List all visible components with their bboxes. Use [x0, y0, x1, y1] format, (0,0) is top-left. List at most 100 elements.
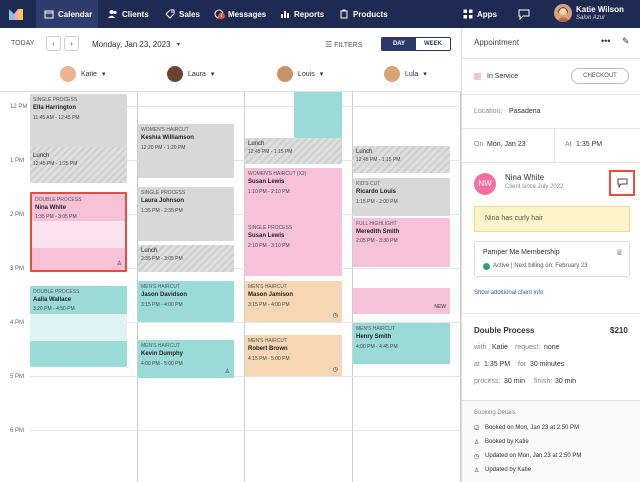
appointment-client: Ricardo Louis: [356, 189, 397, 195]
client-name[interactable]: Nina White: [505, 173, 545, 182]
membership-card[interactable]: Pamper Me Membership Active | Next billi…: [474, 241, 630, 277]
date-selector[interactable]: Monday, Jan 23, 2023: [92, 40, 171, 49]
duration-value[interactable]: 30 minutes: [530, 361, 565, 368]
app-logo-icon[interactable]: [8, 6, 24, 22]
appointment-block[interactable]: WOMEN'S HAIRCUT (x2) Susan Lewis 1:10 PM…: [245, 168, 342, 222]
top-nav: Calendar Clients Sales Messages 1 Report…: [0, 0, 640, 28]
appointment-block[interactable]: SINGLE PROCESS Susan Lewis 2:10 PM - 3:1…: [245, 222, 342, 276]
finish-value[interactable]: 30 min: [555, 378, 577, 385]
nav-products-label: Products: [353, 9, 388, 19]
booking-section: Booking Details ☑ Booked on Mon, Jan 23 …: [462, 400, 640, 482]
nav-apps[interactable]: Apps: [463, 0, 497, 28]
chat-bubble-icon: [617, 178, 627, 188]
lunch-block[interactable]: Lunch 2:35 PM - 3:05 PM: [138, 245, 234, 272]
panel-title: Appointment: [474, 38, 519, 47]
time-label: 12 PM: [10, 104, 28, 110]
request-value[interactable]: none: [544, 344, 560, 351]
user-avatar[interactable]: [554, 4, 572, 22]
with-value[interactable]: Katie: [492, 344, 508, 351]
lunch-block[interactable]: Lunch 12:45 PM - 1:15 PM: [245, 138, 342, 164]
date-value[interactable]: Mon, Jan 23: [487, 141, 526, 148]
appointment-client: Keshia Williamson: [141, 135, 194, 141]
time-value[interactable]: 1:35 PM: [576, 141, 603, 148]
staff-louis[interactable]: Louis ▾: [277, 66, 323, 82]
nav-sales-label: Sales: [179, 9, 200, 19]
location-value: Pasadena: [509, 108, 541, 115]
prev-day-button[interactable]: ‹: [46, 36, 61, 51]
staff-name: Katie: [81, 70, 97, 78]
start-time-value[interactable]: 1:35 PM: [484, 361, 511, 368]
process-value[interactable]: 30 min: [504, 378, 526, 385]
appointment-block[interactable]: MEN'S HAIRCUT Jason Davidson 3:15 PM - 4…: [138, 281, 234, 322]
next-day-button[interactable]: ›: [64, 36, 79, 51]
appointment-time: 2:10 PM - 3:10 PM: [248, 243, 290, 249]
filter-icon: ☰: [325, 40, 333, 49]
status-dot-icon: [474, 73, 481, 80]
time-column: 12 PM 1 PM 2 PM 3 PM 4 PM 5 PM 6 PM: [0, 92, 30, 482]
appointment-service: MEN'S HAIRCUT: [356, 326, 396, 332]
message-client-button[interactable]: [609, 170, 635, 196]
lunch-block[interactable]: Lunch 12:45 PM - 1:25 PM: [30, 147, 127, 183]
nav-calendar[interactable]: Calendar: [36, 0, 98, 28]
process-label: process:: [474, 378, 501, 385]
week-view-button[interactable]: WEEK: [424, 41, 442, 47]
nav-clients[interactable]: Clients: [108, 0, 149, 28]
nav-reports[interactable]: Reports: [280, 0, 324, 28]
filters-button[interactable]: ☰ FILTERS: [325, 40, 362, 49]
appointment-block[interactable]: WOMEN'S HAIRCUT Keshia Williamson 12:20 …: [138, 124, 234, 178]
hour-line: [30, 106, 461, 107]
edit-pencil-icon[interactable]: ✎: [622, 36, 630, 46]
appointment-block[interactable]: MEN'S HAIRCUT Robert Brown 4:15 PM - 5:0…: [245, 335, 342, 376]
appointment-block[interactable]: SINGLE PROCESS Laura Johnson 1:35 PM - 2…: [138, 187, 234, 241]
appointment-block[interactable]: SINGLE PROCESS Ella Harrington 11:45 AM …: [30, 94, 127, 147]
appointment-block-selected[interactable]: DOUBLE PROCESS Nina White 1:35 PM - 3:05…: [30, 192, 127, 272]
appointment-client: Nina White: [35, 205, 66, 211]
client-avatar[interactable]: NW: [474, 173, 496, 195]
appointment-block[interactable]: [294, 92, 342, 138]
process-gap: [32, 221, 125, 248]
appointment-client: Laura Johnson: [141, 198, 185, 204]
staff-katie[interactable]: Katie ▾: [60, 66, 105, 82]
status-row: In Service: [462, 58, 640, 94]
booking-line: Booked by Katie: [485, 439, 529, 445]
appointment-block[interactable]: KID'S CUT Ricardo Louis 1:15 PM - 2:00 P…: [353, 178, 450, 216]
show-client-info-link[interactable]: Show additional client info: [474, 290, 544, 296]
service-section: Double Process $210 with Katie request: …: [462, 313, 640, 397]
appointment-block[interactable]: MEN'S HAIRCUT Mason Jamison 3:15 PM - 4:…: [245, 281, 342, 322]
nav-products[interactable]: Products: [339, 0, 388, 28]
location-row[interactable]: Location: Pasadena: [462, 94, 640, 128]
appointment-block[interactable]: MEN'S HAIRCUT Henry Smith 4:00 PM - 4:45…: [353, 323, 450, 364]
today-button[interactable]: TODAY: [11, 40, 35, 47]
location-label: Location:: [474, 108, 503, 115]
appointment-service: WOMEN'S HAIRCUT (x2): [248, 171, 307, 177]
appointment-block-finish[interactable]: [30, 341, 127, 367]
appointment-client: Lunch: [141, 248, 158, 254]
day-view-button[interactable]: DAY: [382, 38, 416, 50]
person-icon: ♙: [474, 468, 480, 474]
appointment-client: Lunch: [356, 149, 373, 155]
nav-sales[interactable]: Sales: [165, 0, 200, 28]
staff-lula[interactable]: Lula ▾: [384, 66, 427, 82]
appointment-time: 12:45 PM - 1:25 PM: [33, 161, 78, 167]
chevron-down-icon: ▾: [319, 71, 324, 78]
hour-line: [30, 430, 461, 431]
appointment-service: WOMEN'S HAIRCUT: [141, 127, 189, 133]
booking-line: Booked on Mon, Jan 23 at 2:50 PM: [485, 425, 580, 431]
calendar-header: TODAY ‹ › Monday, Jan 23, 2023 ▾ ☰ FILTE…: [0, 28, 461, 92]
appointment-block[interactable]: MEN'S HAIRCUT Kevin Dumphy 4:00 PM - 5:0…: [138, 340, 234, 378]
appointment-client: Kevin Dumphy: [141, 351, 184, 357]
lunch-block[interactable]: Lunch 12:45 PM - 1:15 PM: [353, 146, 450, 173]
appointment-time: 3:20 PM - 4:50 PM: [33, 306, 75, 312]
membership-title: Pamper Me Membership: [483, 249, 560, 256]
appointment-client: Susan Lewis: [248, 179, 285, 185]
chevron-down-icon: ▾: [101, 71, 106, 78]
checkout-button[interactable]: CHECKOUT: [571, 68, 629, 84]
chat-bubble-icon[interactable]: [518, 9, 530, 20]
more-options-icon[interactable]: •••: [601, 36, 611, 46]
staff-laura[interactable]: Laura ▾: [167, 66, 214, 82]
appointment-block[interactable]: NEW: [353, 288, 450, 314]
appointment-block[interactable]: DOUBLE PROCESS Aalia Wallace 3:20 PM - 4…: [30, 286, 127, 314]
appointment-time: 2:35 PM - 3:05 PM: [141, 256, 183, 262]
appointment-client: Lunch: [33, 153, 50, 159]
appointment-block[interactable]: FULL HIGHLIGHT Meredith Smith 2:05 PM - …: [353, 218, 450, 267]
